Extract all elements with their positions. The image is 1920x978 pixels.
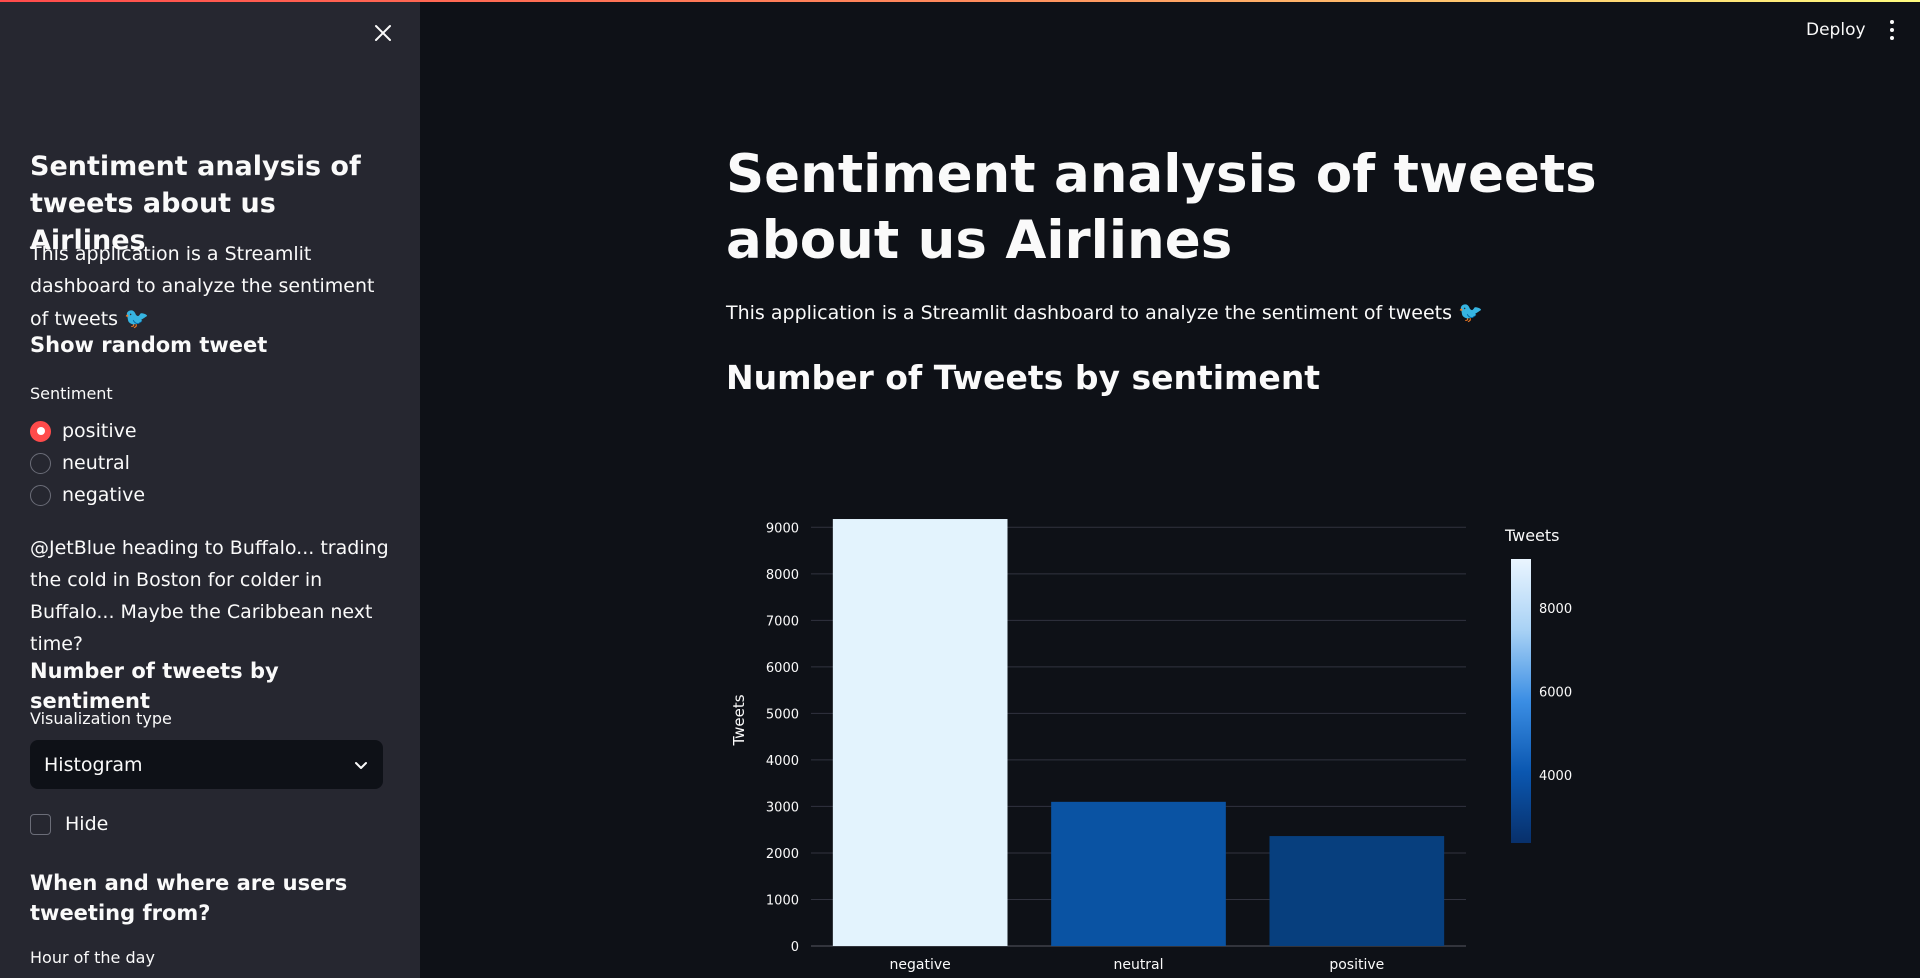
viz-type-value: Histogram bbox=[44, 753, 143, 776]
deploy-button[interactable]: Deploy bbox=[1806, 20, 1866, 40]
bar-neutral[interactable] bbox=[1051, 801, 1226, 946]
x-tick-labels: negative neutral positive bbox=[890, 957, 1385, 973]
colorbar-tick-label: 6000 bbox=[1539, 685, 1572, 700]
y-tick-label: 1000 bbox=[766, 893, 799, 908]
where-header: When and where are users tweeting from? bbox=[30, 871, 348, 925]
radio-label: positive bbox=[62, 420, 137, 442]
kebab-dot bbox=[1890, 20, 1894, 24]
page-title: Sentiment analysis of tweets about us Ai… bbox=[726, 144, 1597, 271]
viz-type-select[interactable]: Histogram bbox=[30, 740, 383, 789]
colorbar-tick-label: 4000 bbox=[1539, 769, 1572, 784]
y-tick-label: 9000 bbox=[766, 521, 799, 536]
y-axis-label: Tweets bbox=[730, 694, 748, 746]
count-header: Number of tweets by sentiment bbox=[30, 659, 279, 713]
bars bbox=[832, 519, 1445, 946]
radio-negative[interactable]: negative bbox=[30, 484, 145, 506]
x-tick-label: negative bbox=[890, 957, 951, 973]
colorbar-tick-label: 8000 bbox=[1539, 602, 1572, 617]
x-tick-label: positive bbox=[1329, 957, 1384, 973]
colorbar-ticks: 4000 6000 8000 bbox=[1539, 602, 1572, 784]
colorbar-title: Tweets bbox=[1504, 526, 1560, 545]
close-sidebar-button[interactable] bbox=[370, 20, 396, 46]
radio-positive[interactable]: positive bbox=[30, 420, 137, 442]
kebab-dot bbox=[1890, 28, 1894, 32]
y-tick-label: 3000 bbox=[766, 800, 799, 815]
bar-positive[interactable] bbox=[1269, 836, 1445, 946]
sentiment-label: Sentiment bbox=[30, 384, 113, 403]
chevron-down-icon bbox=[355, 761, 367, 769]
y-tick-label: 2000 bbox=[766, 847, 799, 862]
radio-label: neutral bbox=[62, 452, 130, 474]
close-icon bbox=[375, 25, 391, 41]
main-menu-button[interactable] bbox=[1882, 16, 1902, 44]
random-tweet-header: Show random tweet bbox=[30, 333, 268, 357]
page-description-text: This application is a Streamlit dashboar… bbox=[726, 302, 1452, 324]
section-title: Number of Tweets by sentiment bbox=[726, 358, 1321, 397]
y-tick-label: 4000 bbox=[766, 754, 799, 769]
viz-type-label: Visualization type bbox=[30, 709, 172, 728]
y-tick-label: 8000 bbox=[766, 568, 799, 583]
kebab-dot bbox=[1890, 36, 1894, 40]
radio-neutral[interactable]: neutral bbox=[30, 452, 130, 474]
x-tick-label: neutral bbox=[1113, 957, 1163, 973]
colorbar bbox=[1511, 559, 1531, 843]
checkbox-icon bbox=[30, 813, 51, 835]
y-tick-label: 0 bbox=[791, 940, 799, 955]
y-tick-label: 7000 bbox=[766, 614, 799, 629]
random-tweet-text: @JetBlue heading to Buffalo... trading t… bbox=[30, 537, 389, 655]
bird-icon: 🐦 bbox=[1458, 300, 1483, 324]
sidebar: Sentiment analysis of tweets about us Ai… bbox=[0, 0, 420, 978]
hour-label: Hour of the day bbox=[30, 948, 155, 967]
radio-unchecked-icon bbox=[30, 452, 51, 474]
radio-unchecked-icon bbox=[30, 484, 51, 506]
sidebar-description: This application is a Streamlit dashboar… bbox=[30, 238, 390, 335]
radio-label: negative bbox=[62, 484, 146, 506]
bar-negative[interactable] bbox=[832, 519, 1008, 946]
hide-checkbox[interactable]: Hide bbox=[30, 813, 108, 835]
top-decoration-bar bbox=[0, 0, 1920, 2]
sidebar-title: Sentiment analysis of tweets about us Ai… bbox=[30, 151, 361, 256]
sidebar-description-text: This application is a Streamlit dashboar… bbox=[30, 243, 375, 330]
y-tick-label: 6000 bbox=[766, 661, 799, 676]
y-tick-label: 5000 bbox=[766, 707, 799, 722]
bird-icon: 🐦 bbox=[124, 306, 150, 330]
page-description: This application is a Streamlit dashboar… bbox=[726, 297, 1483, 328]
y-tick-labels: 0 1000 2000 3000 4000 5000 6000 7000 8000 9000 bbox=[766, 521, 799, 955]
hide-label: Hide bbox=[65, 813, 109, 835]
sentiment-bar-chart: 0 1000 2000 3000 4000 5000 6000 7000 8000 9000 ne… bbox=[730, 519, 1572, 973]
radio-checked-icon bbox=[30, 420, 51, 442]
